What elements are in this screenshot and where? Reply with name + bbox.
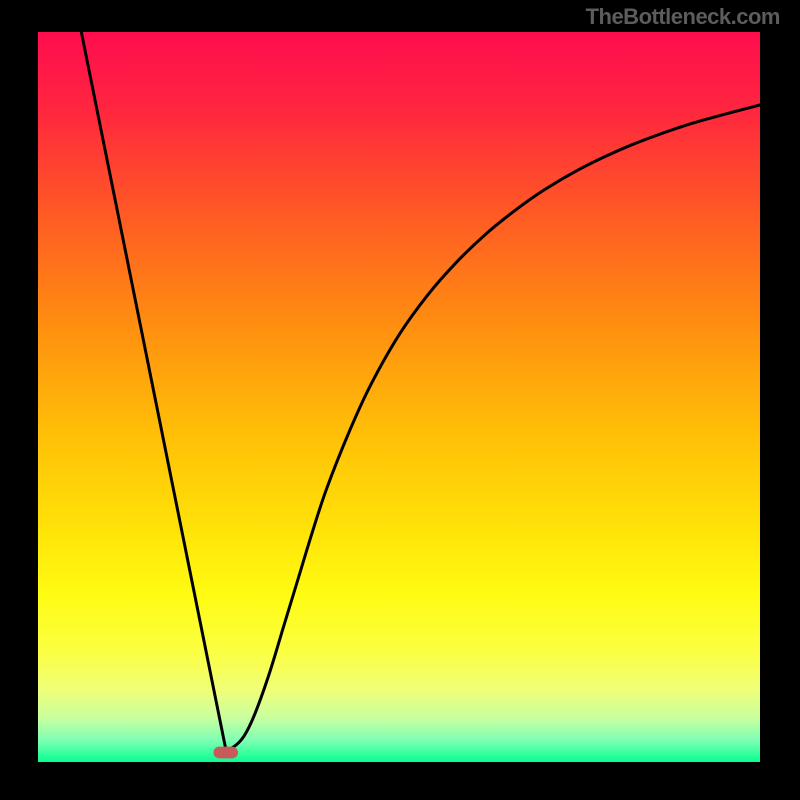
plot-area	[38, 32, 760, 762]
chart-frame: TheBottleneck.com	[0, 0, 800, 800]
chart-svg	[38, 32, 760, 762]
watermark-text: TheBottleneck.com	[586, 4, 780, 30]
gradient-bg	[38, 32, 760, 762]
valley-marker	[213, 747, 238, 759]
